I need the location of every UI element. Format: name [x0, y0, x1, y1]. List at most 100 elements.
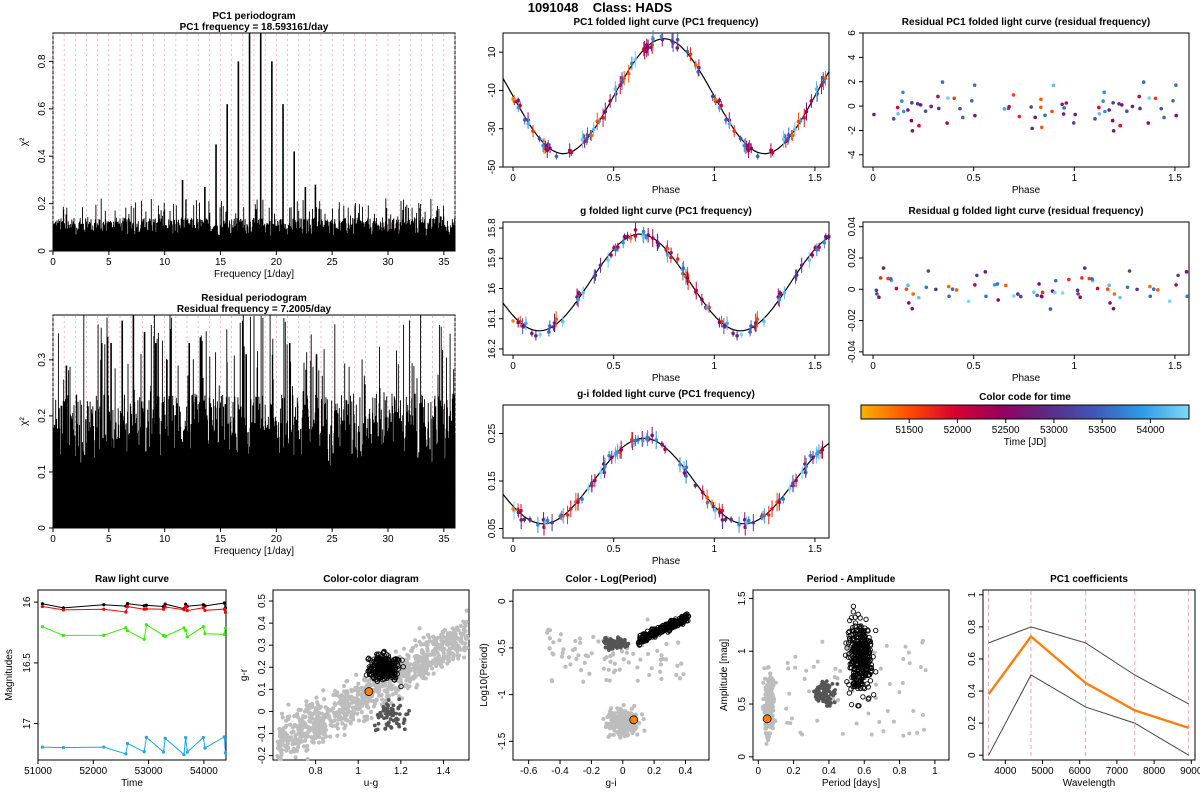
color_color-bg-point [455, 653, 460, 658]
color_color-dark-point [384, 708, 389, 713]
color_color-highlight-point [364, 687, 374, 696]
period_amplitude-class-point [855, 638, 861, 644]
color_color-bg-point [450, 651, 455, 656]
resid_pc1_folded-point [973, 113, 977, 118]
resid_pc1_folded-point [909, 118, 914, 123]
pc1_coefficients-ytick-label-5: 1 [967, 592, 978, 598]
pc1_folded-point [696, 69, 700, 74]
resid_g_folded-point [1095, 286, 1100, 291]
period_amplitude-bg-point [900, 680, 905, 685]
color_color-class-point [381, 658, 388, 664]
color_logperiod-bg-point [618, 717, 623, 722]
color_color-bg-point [357, 706, 362, 711]
period_amplitude-class-point [853, 628, 860, 634]
resid_g_folded-xlabel: Phase [1012, 373, 1041, 384]
raw_light_curve-point [102, 745, 106, 749]
resid_pc1_folded-point [1138, 106, 1142, 111]
gi_folded-point [516, 510, 521, 515]
resid_g_folded-point [975, 273, 979, 278]
color_logperiod-class-point [659, 623, 666, 629]
color_logperiod-bg-point [579, 668, 584, 673]
color_color-frame [272, 589, 470, 761]
pc1_folded-xlabel: Phase [652, 185, 681, 196]
gi_folded-point [729, 517, 733, 522]
raw_light_curve-point [223, 751, 228, 755]
g_folded-point [606, 258, 610, 262]
residual_periodogram-ytick-label-2: 0.2 [37, 409, 48, 423]
pc1_folded-point [518, 103, 522, 108]
period_amplitude-class-point [853, 670, 859, 676]
period_amplitude-dark-point [821, 681, 826, 686]
pc1_folded-point [697, 65, 701, 70]
color_color-bg-point [339, 702, 344, 707]
g_folded-point [777, 298, 782, 302]
g_folded-point [778, 291, 783, 296]
raw_light_curve-xlabel: Time [121, 778, 143, 789]
resid_pc1_folded-point [1174, 113, 1179, 118]
period_amplitude-class-point [864, 627, 871, 633]
resid_pc1_folded-point [946, 96, 950, 100]
resid_pc1_folded-point [918, 103, 923, 107]
raw_light_curve-point [61, 608, 66, 612]
color_color-bg-point [424, 661, 429, 666]
resid_g_folded-point [894, 286, 899, 291]
pc1_folded-point [724, 118, 728, 122]
resid_g_folded-point [1032, 290, 1036, 294]
period_amplitude-xtick-label-4: 0.8 [893, 766, 907, 777]
color_logperiod-bg-point [645, 617, 650, 622]
color_logperiod-dark-point [606, 648, 611, 653]
period_amplitude-class-point [849, 648, 855, 654]
color_color-bg-point [317, 727, 323, 732]
gi_folded-point [630, 437, 634, 442]
period_amplitude-bg-point [869, 732, 874, 737]
gi_folded-point [711, 504, 716, 509]
pc1_coefficients-series-0 [987, 634, 1190, 730]
gi_folded-model-curve [502, 437, 830, 525]
color_color-bg-point [451, 638, 456, 643]
color_logperiod-xtick-label-0: -0.6 [520, 766, 538, 777]
pc1_folded-point [809, 99, 814, 103]
period_amplitude-class-point [865, 696, 871, 702]
period_amplitude-dark-point [825, 704, 829, 708]
gi_folded-point [808, 453, 813, 458]
period_amplitude-bg-point [769, 724, 774, 729]
color_logperiod-bg-point [677, 676, 683, 681]
color_color-bg-point [344, 679, 349, 684]
raw_light_curve-point [182, 752, 186, 757]
pc1_folded-point [620, 80, 624, 84]
period_amplitude-class-point [846, 682, 852, 688]
color_logperiod-bg-point [581, 679, 586, 684]
color_logperiod-bg-point [608, 659, 613, 664]
color_logperiod-class-point [660, 625, 667, 632]
color_color-bg-point [429, 652, 434, 657]
resid_g_folded-point [1053, 290, 1057, 295]
color_logperiod-dark-point [616, 636, 620, 641]
color_color-bg-point [458, 623, 464, 628]
resid_g_folded-point [1107, 283, 1112, 288]
period_amplitude-xtick-label-0: 0 [756, 766, 762, 777]
raw_light_curve-point [163, 736, 167, 740]
resid_pc1_folded-point [1060, 102, 1064, 107]
pc1_folded-point [727, 121, 732, 126]
color_color-bg-point [384, 694, 390, 699]
g_folded-point [739, 332, 744, 337]
color_logperiod-class-point [677, 621, 683, 627]
color_color-class-point [365, 656, 371, 662]
resid_g_folded-point [1082, 266, 1087, 270]
g_folded: g folded light curve (PC1 frequency) 0 0.5… [487, 206, 831, 384]
resid_g_folded-ytick-label-0: -0.04 [847, 340, 858, 363]
raw_light_curve-frame [37, 589, 227, 761]
period_amplitude-bg-point [831, 696, 836, 701]
resid_g_folded-xtick-label-0: 0 [870, 361, 876, 372]
resid_pc1_folded-point [1017, 114, 1022, 119]
period_amplitude-dark-point [821, 699, 825, 704]
period_amplitude-class-point [870, 654, 876, 660]
g_folded-point [749, 324, 753, 328]
color_color-bg-point [461, 655, 467, 660]
raw_light_curve-point [61, 633, 66, 637]
g_folded-point [822, 240, 827, 245]
resid_pc1_folded-point [929, 104, 933, 109]
color_logperiod-class-point [682, 612, 688, 619]
color_color-bg-point [393, 649, 398, 654]
period_amplitude-dark-point [819, 694, 824, 699]
